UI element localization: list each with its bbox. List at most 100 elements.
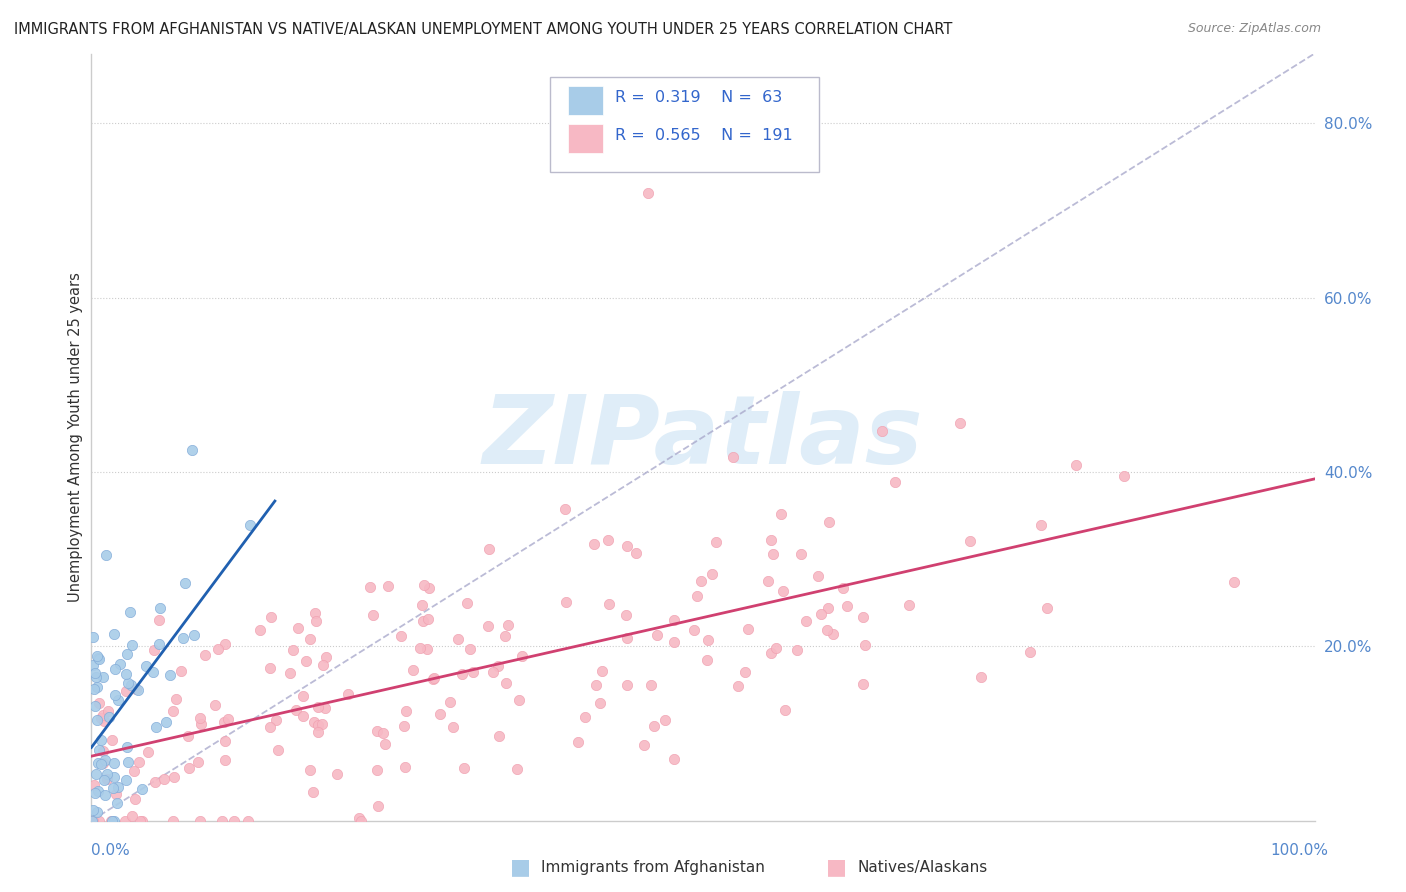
Point (463, 665, 485, 680)
Point (217, 712, 239, 726)
Point (287, 621, 309, 635)
Text: R =  0.319    N =  63: R = 0.319 N = 63 (614, 90, 782, 104)
Point (734, 665, 756, 679)
Point (94, 753, 117, 767)
Point (82, 814, 104, 828)
Point (284, 702, 307, 716)
Point (291, 690, 314, 704)
FancyBboxPatch shape (550, 77, 820, 172)
Point (429, 706, 451, 721)
Point (555, 594, 578, 608)
Point (418, 581, 440, 595)
Point (103, 756, 125, 771)
Point (645, 628, 668, 642)
Point (266, 713, 288, 727)
Point (145, 720, 167, 734)
Point (336, 687, 359, 701)
Point (818, 515, 841, 529)
Point (583, 537, 606, 551)
Point (302, 784, 325, 798)
Point (1112, 469, 1135, 483)
Point (83, 786, 105, 800)
Point (637, 186, 659, 200)
Point (304, 606, 326, 620)
Point (117, 755, 139, 769)
Point (377, 579, 399, 593)
Point (761, 646, 783, 660)
Point (482, 665, 505, 680)
Point (127, 683, 149, 698)
Point (222, 814, 245, 828)
Point (83, 698, 105, 713)
Text: 100.0%: 100.0% (1271, 843, 1329, 858)
Point (311, 716, 333, 731)
Point (94, 548, 117, 562)
Point (598, 597, 620, 611)
Point (614, 607, 637, 622)
Point (831, 582, 853, 596)
Point (87, 814, 110, 828)
Text: Source: ZipAtlas.com: Source: ZipAtlas.com (1188, 22, 1322, 36)
Point (949, 416, 972, 430)
Point (162, 705, 184, 719)
Point (422, 671, 444, 685)
Point (159, 668, 181, 682)
Point (394, 760, 416, 774)
Point (155, 715, 177, 730)
Point (194, 648, 217, 662)
Point (125, 681, 148, 696)
Point (374, 737, 396, 751)
Point (585, 678, 607, 692)
Point (366, 724, 388, 739)
Point (721, 450, 744, 465)
Point (761, 548, 783, 562)
Point (148, 613, 170, 627)
Point (101, 814, 124, 828)
Point (643, 719, 665, 733)
Point (654, 713, 676, 727)
Point (100, 814, 122, 828)
Point (91, 670, 114, 684)
Point (90, 733, 112, 747)
Point (554, 501, 576, 516)
Point (131, 782, 153, 797)
Point (664, 752, 686, 766)
Point (93, 773, 115, 788)
Point (179, 761, 201, 775)
Point (506, 762, 529, 776)
Point (89, 743, 111, 757)
Point (363, 608, 385, 623)
Point (392, 719, 415, 733)
Point (148, 636, 170, 650)
Point (170, 664, 193, 678)
Point (295, 654, 318, 668)
Point (87, 756, 110, 771)
Point (87, 696, 110, 710)
Point (616, 632, 638, 646)
Point (596, 533, 619, 547)
Point (786, 643, 808, 657)
Point (969, 670, 991, 684)
Point (626, 545, 648, 559)
Point (700, 566, 723, 581)
Point (176, 729, 198, 743)
Point (186, 755, 208, 769)
Point (89, 651, 111, 665)
Point (411, 598, 433, 612)
Point (765, 640, 787, 655)
Point (402, 663, 425, 677)
Point (807, 569, 830, 583)
Point (107, 693, 129, 707)
Point (84, 767, 107, 781)
Point (1031, 518, 1053, 533)
Point (1019, 644, 1042, 658)
Point (98, 710, 121, 724)
Point (93, 789, 115, 803)
Point (136, 745, 159, 759)
Point (307, 724, 329, 739)
Point (172, 631, 194, 645)
Point (412, 578, 434, 592)
Point (591, 664, 613, 678)
Point (86, 805, 108, 819)
Point (769, 508, 792, 522)
